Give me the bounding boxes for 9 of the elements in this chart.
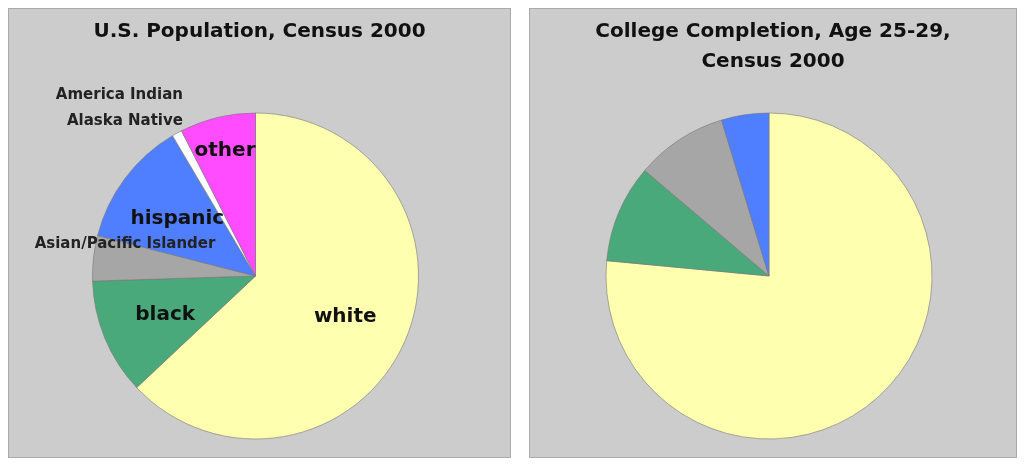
chart-title: U.S. Population, Census 2000 <box>93 17 426 44</box>
pie-slice <box>605 112 933 440</box>
slice-label: other <box>194 137 256 162</box>
chart-title: College Completion, Age 25-29, Census 2000 <box>594 17 952 74</box>
slice-label: black <box>135 301 196 326</box>
slice-label: white <box>313 302 377 327</box>
slice-label: hispanic <box>130 205 225 230</box>
slice-label: Asian/Pacific Islander <box>34 234 216 253</box>
slice-label: America Indian Alaska Native <box>55 85 183 130</box>
